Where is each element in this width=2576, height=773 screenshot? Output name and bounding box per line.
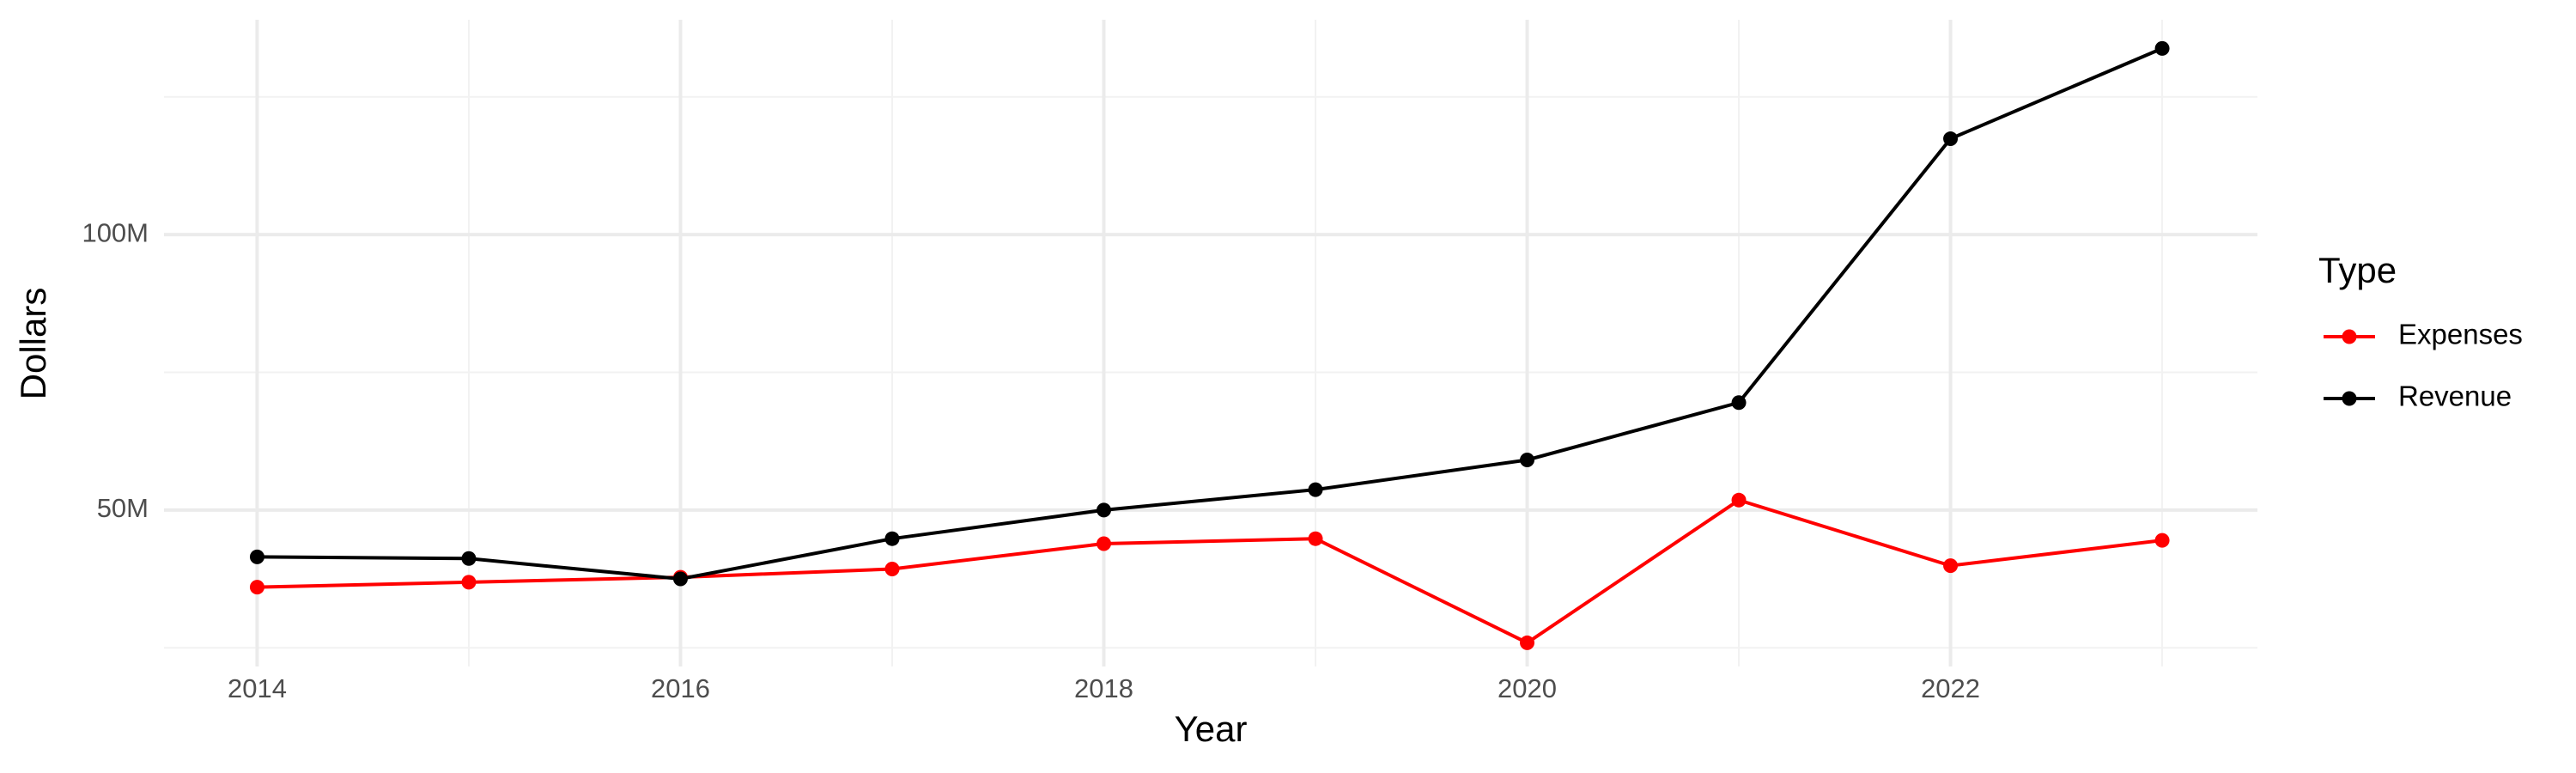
series-line [257,46,2163,581]
data-point [1520,635,1535,650]
data-point [2154,533,2170,548]
data-point [884,561,900,576]
data-point [1943,558,1959,574]
data-point [1731,492,1747,508]
x-tick-label: 2020 [1498,673,1557,703]
data-point [1097,502,1112,518]
data-point [884,531,900,546]
legend-marker [2342,329,2357,344]
legend-title: Type [2318,250,2397,290]
data-point [461,551,477,566]
x-axis-title: Year [1175,709,1248,749]
data-point [1520,452,1535,467]
legend-label: Expenses [2398,319,2523,350]
data-point [2154,40,2170,56]
data-point [1731,395,1747,411]
y-tick-label: 100M [82,217,149,247]
data-point [249,580,264,595]
x-tick-label: 2018 [1074,673,1133,703]
x-tick-label: 2016 [651,673,710,703]
data-point [672,571,688,587]
legend-label: Revenue [2398,380,2512,412]
x-tick-label: 2022 [1921,673,1980,703]
x-tick-label: 2014 [228,673,287,703]
series-line [257,498,2163,645]
data-point [1308,482,1323,497]
data-point [1097,536,1112,551]
data-point [461,575,477,590]
y-tick-label: 50M [97,493,149,523]
data-point [1308,531,1323,546]
data-point [249,549,264,564]
legend-marker [2342,391,2357,406]
data-point [1943,131,1959,147]
y-axis-title: Dollars [13,288,53,400]
